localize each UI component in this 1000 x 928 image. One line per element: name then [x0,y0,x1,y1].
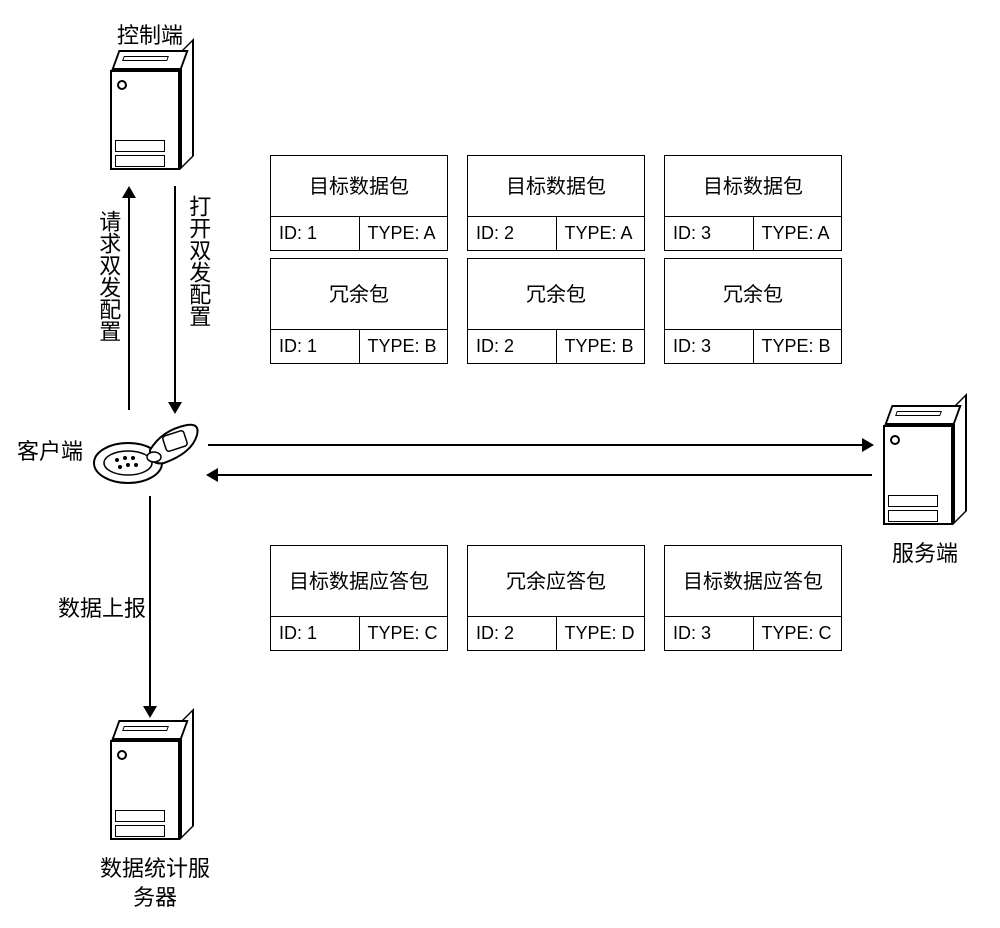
packet-redundant-1-id: ID: 1 [271,330,359,363]
packet-resp-1: 目标数据应答包 ID: 1 TYPE: C [270,545,448,651]
packet-resp-2-id: ID: 2 [468,617,556,650]
packet-redundant-3-id: ID: 3 [665,330,753,363]
client-phone-icon [92,415,202,490]
arrow-open-line [174,186,176,404]
packet-target-1-id: ID: 1 [271,217,359,250]
packet-target-3-id: ID: 3 [665,217,753,250]
label-data-report: 数据上报 [52,595,152,624]
packet-resp-3-id: ID: 3 [665,617,753,650]
packet-redundant-1-type: TYPE: B [359,330,448,363]
server-icon [878,405,968,535]
packet-target-2: 目标数据包 ID: 2 TYPE: A [467,155,645,251]
diagram-canvas: 控制端 客户端 服务端 数据统计服务器 请求双发配置 打开双发配置 [0,0,1000,928]
packet-target-2-type: TYPE: A [556,217,645,250]
packet-target-3-title: 目标数据包 [665,156,841,216]
label-open: 打开双发配置 [186,195,210,327]
packet-target-3: 目标数据包 ID: 3 TYPE: A [664,155,842,251]
packet-redundant-2: 冗余包 ID: 2 TYPE: B [467,258,645,364]
arrow-request-head [122,186,136,198]
arrow-stats-head [143,706,157,718]
packet-resp-1-id: ID: 1 [271,617,359,650]
arrow-request-line [128,192,130,410]
packet-resp-1-type: TYPE: C [359,617,448,650]
packet-resp-3-type: TYPE: C [753,617,842,650]
packet-target-2-title: 目标数据包 [468,156,644,216]
packet-redundant-1-title: 冗余包 [271,259,447,329]
packet-target-3-type: TYPE: A [753,217,842,250]
packet-resp-1-title: 目标数据应答包 [271,546,447,616]
packet-target-1-type: TYPE: A [359,217,448,250]
packet-redundant-1: 冗余包 ID: 1 TYPE: B [270,258,448,364]
arrow-from-server-line [216,474,872,476]
packet-resp-3-title: 目标数据应答包 [665,546,841,616]
packet-target-1-title: 目标数据包 [271,156,447,216]
packet-resp-3: 目标数据应答包 ID: 3 TYPE: C [664,545,842,651]
packet-redundant-2-type: TYPE: B [556,330,645,363]
packet-redundant-2-title: 冗余包 [468,259,644,329]
packet-redundant-3-title: 冗余包 [665,259,841,329]
arrow-open-head [168,402,182,414]
label-request: 请求双发配置 [96,210,120,342]
packet-redundant-3: 冗余包 ID: 3 TYPE: B [664,258,842,364]
packet-redundant-3-type: TYPE: B [753,330,842,363]
packet-resp-2: 冗余应答包 ID: 2 TYPE: D [467,545,645,651]
packet-resp-2-type: TYPE: D [556,617,645,650]
packet-redundant-2-id: ID: 2 [468,330,556,363]
arrow-from-server-head [206,468,218,482]
stats-server-icon [105,720,195,850]
controller-label: 控制端 [105,22,195,51]
packet-target-2-id: ID: 2 [468,217,556,250]
server-label: 服务端 [875,540,975,569]
arrow-to-server-line [208,444,864,446]
packet-target-1: 目标数据包 ID: 1 TYPE: A [270,155,448,251]
controller-server-icon [105,50,195,180]
packet-resp-2-title: 冗余应答包 [468,546,644,616]
client-label: 客户端 [10,438,90,467]
arrow-to-server-head [862,438,874,452]
stats-label: 数据统计服务器 [90,855,220,912]
